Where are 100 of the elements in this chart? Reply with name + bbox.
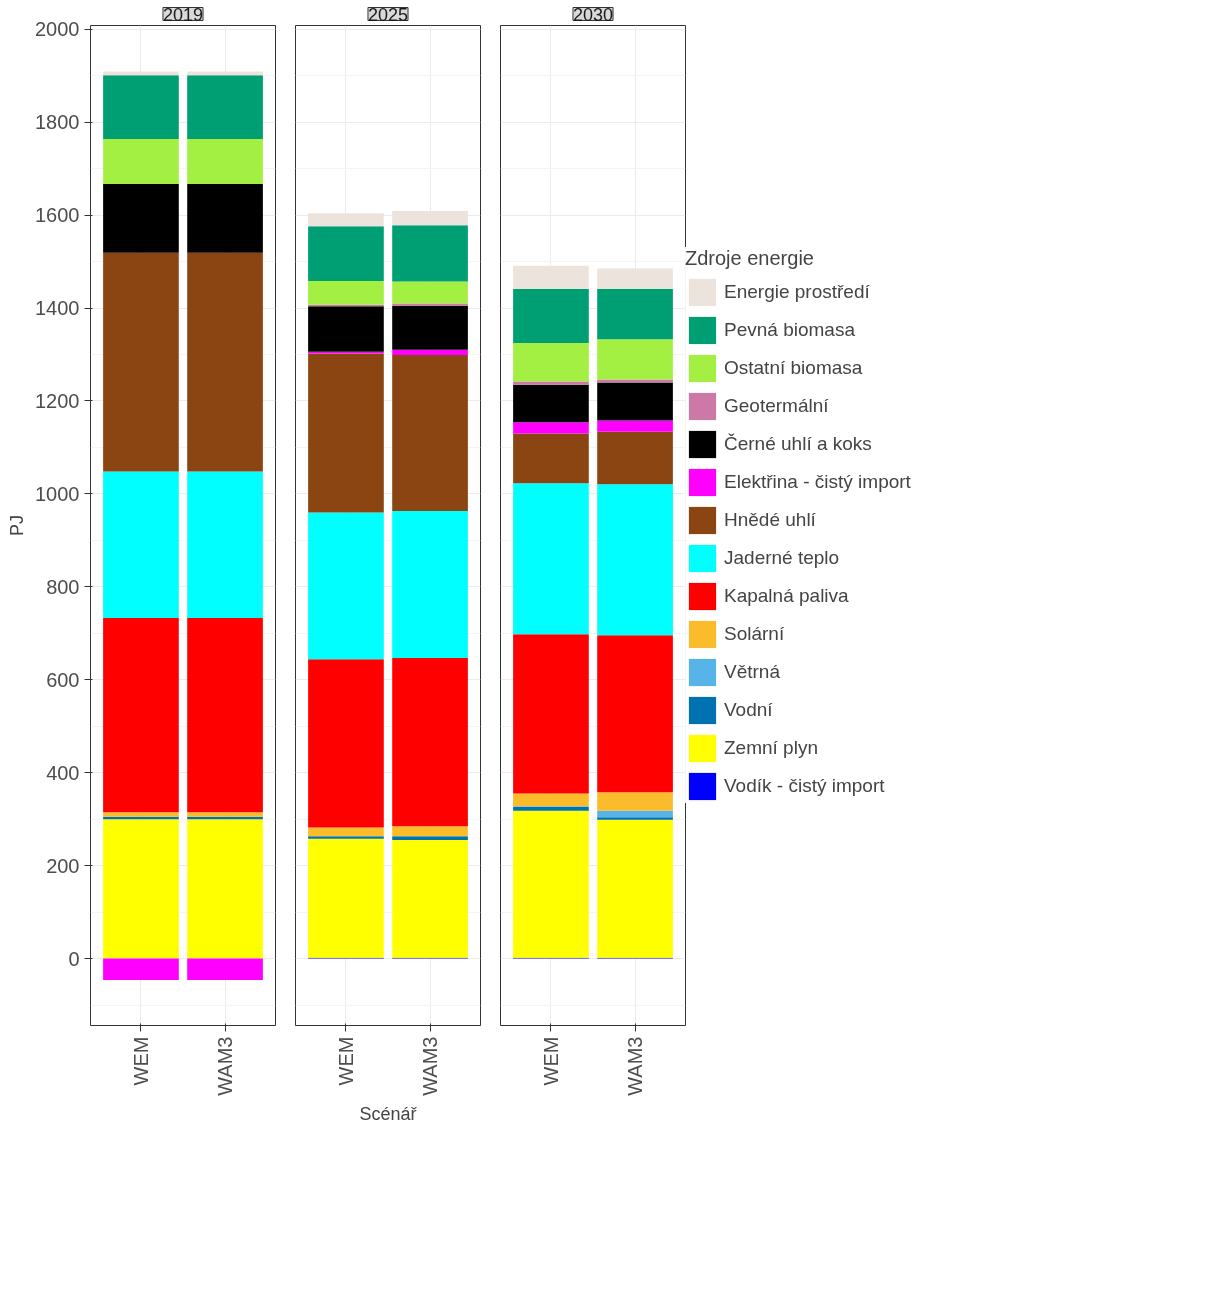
bar	[392, 840, 468, 958]
bar	[392, 354, 468, 512]
bar	[392, 303, 468, 306]
legend-label: Jaderné teplo	[724, 546, 840, 570]
bar	[103, 958, 179, 980]
bar	[308, 306, 384, 352]
bar	[308, 838, 384, 958]
y-tick-label: 2000	[35, 18, 80, 41]
chart-title: 2019	[162, 4, 204, 25]
legend-label: Vodní	[724, 698, 773, 722]
bar	[308, 281, 384, 305]
bar	[187, 471, 263, 618]
legend-label: Geotermální	[724, 394, 829, 418]
bar	[513, 342, 589, 382]
legend-label: Pevná biomasa	[724, 318, 855, 342]
bar	[103, 75, 179, 139]
x-tick-label: WEM	[129, 1036, 152, 1086]
bar	[187, 958, 263, 980]
bar	[392, 657, 468, 827]
y-tick-label: 1400	[35, 297, 80, 320]
bar	[513, 288, 589, 343]
bar	[597, 288, 673, 340]
bar	[597, 420, 673, 432]
y-axis-title: PJ	[7, 514, 28, 536]
bar	[308, 226, 384, 282]
bar	[597, 382, 673, 421]
bar	[308, 512, 384, 660]
chart-title: 2025	[367, 4, 409, 25]
bar	[513, 384, 589, 423]
bar	[392, 836, 468, 841]
bar	[513, 381, 589, 385]
bar	[597, 431, 673, 485]
bar	[308, 659, 384, 828]
legend-label: Kapalná paliva	[724, 584, 849, 608]
legend-label: Větrná	[724, 660, 780, 684]
legend-label: Elektřina - čistý import	[724, 470, 911, 494]
bar	[187, 183, 263, 253]
bar	[308, 353, 384, 513]
bar	[103, 812, 179, 817]
bar	[103, 471, 179, 618]
y-tick-label: 1600	[35, 204, 80, 227]
bar	[597, 339, 673, 380]
bar	[187, 819, 263, 959]
legend-label: Ostatní biomasa	[724, 356, 863, 380]
legend-label: Energie prostředí	[724, 280, 870, 304]
bar	[392, 225, 468, 282]
bar	[597, 484, 673, 636]
bar	[308, 836, 384, 839]
bar	[308, 827, 384, 837]
bar	[597, 817, 673, 820]
legend-label: Solární	[724, 622, 785, 646]
bar	[308, 213, 384, 227]
y-tick-label: 1200	[35, 389, 80, 412]
bar	[392, 349, 468, 355]
bar	[513, 810, 589, 958]
bar	[597, 792, 673, 811]
bar	[513, 422, 589, 434]
legend-label: Černé uhlí a koks	[724, 432, 872, 456]
bar	[513, 265, 589, 289]
bar	[103, 819, 179, 959]
bar	[597, 810, 673, 818]
y-tick-label: 800	[46, 575, 80, 598]
bar	[103, 252, 179, 472]
legend-label: Hnědé uhlí	[724, 508, 816, 532]
y-tick-label: 200	[46, 854, 80, 877]
bar	[392, 210, 468, 226]
bar	[597, 635, 673, 793]
bar	[103, 183, 179, 253]
y-tick-label: 400	[46, 761, 80, 784]
bar	[187, 138, 263, 184]
y-tick-label: 600	[46, 668, 80, 691]
x-tick-label: WAM3	[624, 1036, 647, 1096]
bar	[187, 75, 263, 139]
bar	[513, 433, 589, 484]
bar	[513, 483, 589, 635]
x-tick-label: WEM	[334, 1036, 357, 1086]
bar	[392, 281, 468, 304]
bar	[597, 268, 673, 289]
y-tick-label: 1800	[35, 111, 80, 134]
bar	[187, 617, 263, 813]
x-tick-label: WEM	[539, 1036, 562, 1086]
legend-title: Zdroje energie	[685, 247, 815, 270]
bar	[513, 634, 589, 794]
bar	[513, 793, 589, 807]
bar	[187, 812, 263, 817]
bar	[103, 617, 179, 813]
x-axis-title: Scénář	[359, 1103, 418, 1124]
bar	[392, 305, 468, 350]
bar	[392, 826, 468, 837]
y-tick-label: 1000	[35, 482, 80, 505]
y-tick-label: 0	[68, 947, 80, 970]
chart-title: 2030	[572, 4, 614, 25]
bar	[103, 138, 179, 184]
bar	[392, 511, 468, 658]
legend-label: Vodík - čistý import	[724, 774, 885, 798]
x-tick-label: WAM3	[214, 1036, 237, 1096]
legend-label: Zemní plyn	[724, 736, 818, 760]
bar	[597, 819, 673, 958]
x-tick-label: WAM3	[419, 1036, 442, 1096]
bar	[187, 252, 263, 472]
